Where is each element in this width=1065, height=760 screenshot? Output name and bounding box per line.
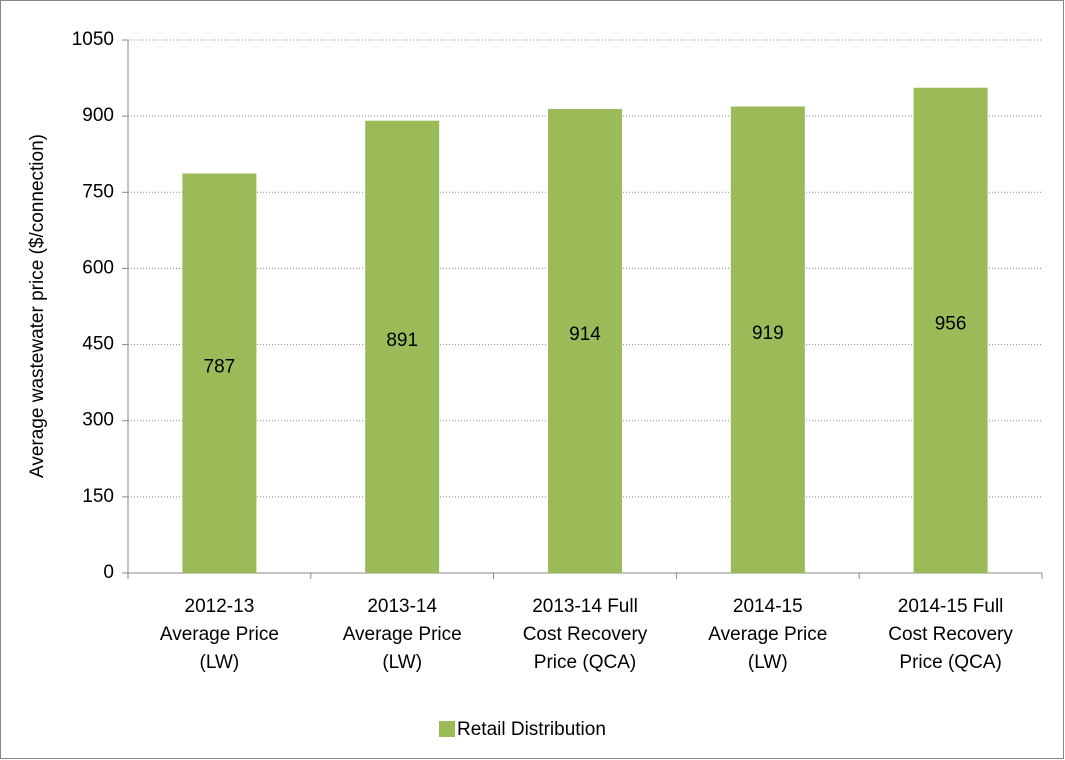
y-tick-label: 750 (82, 181, 114, 202)
y-tick-label: 1050 (72, 29, 114, 50)
bar (548, 109, 622, 573)
x-tick-label: (LW) (382, 652, 422, 673)
x-tick-label: Cost Recovery (523, 624, 648, 645)
x-tick-label: 2014-15 (733, 596, 803, 617)
x-tick-label: 2013-14 (367, 596, 437, 617)
x-tick-label: Price (QCA) (899, 652, 1001, 673)
bar (913, 87, 988, 574)
x-tick-label: Average Price (343, 624, 462, 645)
y-tick-label: 450 (82, 334, 114, 355)
x-tick-label: 2012-13 (185, 596, 255, 617)
legend-label: Retail Distribution (457, 719, 606, 740)
data-label: 914 (569, 324, 601, 345)
x-tick-label: Average Price (708, 624, 827, 645)
y-tick-label: 0 (103, 562, 114, 583)
y-tick-label: 150 (82, 486, 114, 507)
x-tick-label: Price (QCA) (534, 652, 636, 673)
x-tick-label: (LW) (748, 652, 788, 673)
y-tick-label: 900 (82, 105, 114, 126)
data-label: 956 (935, 313, 967, 334)
y-tick-label: 300 (82, 410, 114, 431)
x-tick-label: Cost Recovery (888, 624, 1013, 645)
x-tick-label: 2013-14 Full (532, 596, 638, 617)
bar (182, 173, 257, 573)
bar (730, 106, 805, 573)
x-tick-label: 2014-15 Full (898, 596, 1004, 617)
y-tick-label: 600 (82, 257, 114, 278)
x-tick-label: (LW) (200, 652, 240, 673)
data-label: 919 (752, 323, 784, 344)
bar (365, 120, 440, 573)
data-label: 891 (386, 330, 418, 351)
y-axis-label: Average wastewater price ($/connection) (27, 134, 48, 478)
data-label: 787 (204, 356, 236, 377)
x-tick-label: Average Price (160, 624, 279, 645)
legend-swatch (439, 721, 455, 737)
